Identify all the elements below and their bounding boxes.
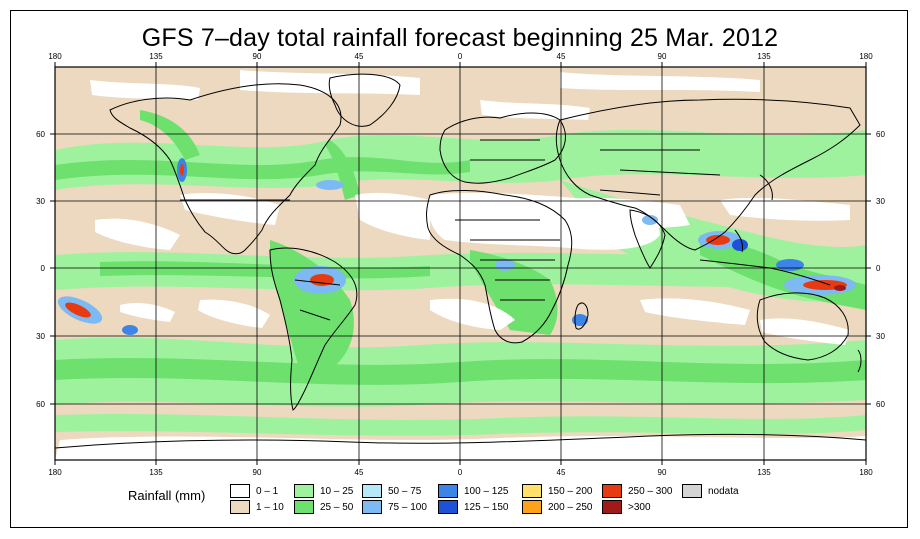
bottom-lon-label: 180 <box>48 468 62 477</box>
legend-title: Rainfall (mm) <box>128 488 206 503</box>
legend-label: 25 – 50 <box>320 502 354 513</box>
africa-borders <box>455 219 560 301</box>
top-lon-label: 45 <box>355 52 364 61</box>
antarctica-coast <box>55 433 866 449</box>
legend-swatch <box>438 500 458 514</box>
bottom-lon-label: 135 <box>149 468 163 477</box>
legend-label: 1 – 10 <box>256 502 284 513</box>
legend-swatch <box>438 484 458 498</box>
coastlines <box>55 73 866 449</box>
top-lon-label: 0 <box>458 52 463 61</box>
bottom-lon-label: 45 <box>355 468 364 477</box>
right-latitude-labels: 60 30 0 30 60 <box>876 130 885 409</box>
legend-swatch <box>294 484 314 498</box>
top-lon-label: 135 <box>757 52 771 61</box>
left-lat-label: 0 <box>41 264 46 273</box>
top-lon-label: 135 <box>149 52 163 61</box>
legend-label: >300 <box>628 502 651 513</box>
legend-swatch <box>602 500 622 514</box>
bottom-lon-label: 135 <box>757 468 771 477</box>
bottom-lon-label: 180 <box>859 468 873 477</box>
europe-borders <box>470 139 545 161</box>
legend-swatch <box>522 500 542 514</box>
left-lat-label: 60 <box>36 400 45 409</box>
legend-label: 10 – 25 <box>320 486 354 497</box>
legend-label: 200 – 250 <box>548 502 593 513</box>
tick-marks <box>50 62 871 465</box>
asia-borders <box>599 149 721 196</box>
left-lat-label: 30 <box>36 332 45 341</box>
right-lat-label: 60 <box>876 400 885 409</box>
europe-coast <box>439 112 566 184</box>
top-lon-label: 90 <box>658 52 667 61</box>
top-longitude-labels: 180 135 90 45 0 45 90 135 180 <box>48 52 873 61</box>
right-lat-label: 30 <box>876 332 885 341</box>
right-lat-label: 30 <box>876 197 885 206</box>
legend-label: 50 – 75 <box>388 486 422 497</box>
bottom-lon-label: 90 <box>253 468 262 477</box>
legend-label: 100 – 125 <box>464 486 509 497</box>
legend-swatch <box>230 484 250 498</box>
legend-label: 125 – 150 <box>464 502 509 513</box>
legend-swatch <box>522 484 542 498</box>
legend-swatch <box>682 484 702 498</box>
japan-coast <box>759 174 773 201</box>
asia-coast <box>555 98 861 251</box>
heavy-rain-spots <box>57 158 856 335</box>
bottom-lon-label: 0 <box>458 468 463 477</box>
left-lat-label: 60 <box>36 130 45 139</box>
bottom-lon-label: 45 <box>557 468 566 477</box>
legend-swatch <box>230 500 250 514</box>
legend-label: nodata <box>708 486 739 497</box>
legend-label: 75 – 100 <box>388 502 427 513</box>
right-lat-label: 0 <box>876 264 881 273</box>
left-latitude-labels: 60 30 0 30 60 <box>36 130 45 409</box>
graticule <box>55 67 866 460</box>
africa-coast <box>426 189 573 344</box>
north-america-coast <box>109 83 342 255</box>
legend-swatch <box>362 484 382 498</box>
legend-swatch <box>602 484 622 498</box>
legend-label: 0 – 1 <box>256 486 279 497</box>
philippines-coast <box>734 229 743 253</box>
greenland-coast <box>328 73 401 127</box>
legend-label: 150 – 200 <box>548 486 593 497</box>
top-lon-label: 45 <box>557 52 566 61</box>
madagascar-coast <box>574 302 589 330</box>
legend-label: 250 – 300 <box>628 486 673 497</box>
right-lat-label: 60 <box>876 130 885 139</box>
new-zealand-coast <box>857 349 862 373</box>
legend-swatch <box>362 500 382 514</box>
figure-title: GFS 7–day total rainfall forecast beginn… <box>141 24 779 52</box>
south-america-coast <box>269 247 358 411</box>
bottom-longitude-labels: 180 135 90 45 0 45 90 135 180 <box>48 468 873 477</box>
south-america-borders <box>294 279 341 321</box>
top-lon-label: 90 <box>253 52 262 61</box>
rain-bands <box>55 110 866 436</box>
top-lon-label: 180 <box>48 52 62 61</box>
left-lat-label: 30 <box>36 197 45 206</box>
legend-swatch <box>294 500 314 514</box>
bottom-lon-label: 90 <box>658 468 667 477</box>
top-lon-label: 180 <box>859 52 873 61</box>
